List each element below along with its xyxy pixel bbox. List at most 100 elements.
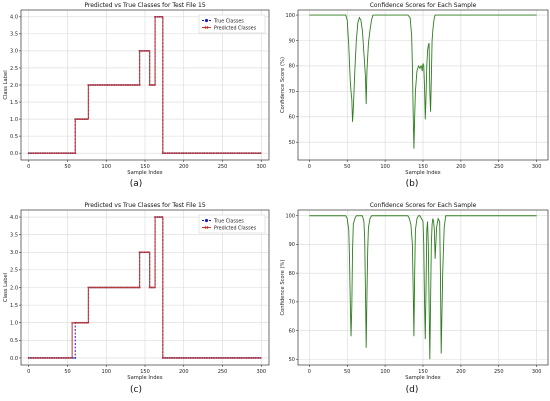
predicted-class-point (89, 84, 92, 86)
predicted-class-point (85, 118, 88, 121)
x-tick-label: 250 (494, 369, 504, 375)
predicted-class-point (201, 152, 204, 155)
predicted-class-point (82, 321, 85, 324)
y-tick-label: 3.5 (10, 32, 18, 38)
y-tick-label: 100 (285, 214, 295, 220)
predicted-class-point (37, 356, 40, 359)
x-tick-label: 300 (532, 369, 542, 375)
predicted-class-point (119, 84, 122, 86)
y-tick-label: 0.5 (10, 338, 18, 344)
predicted-class-point (115, 286, 118, 289)
y-tick-label: 4.0 (10, 215, 18, 221)
legend-label: Predicted Classes (214, 25, 257, 31)
x-tick-label: 50 (64, 369, 70, 375)
predicted-class-point (178, 152, 181, 155)
panel-label: (c) (130, 385, 142, 395)
x-tick-label: 0 (27, 369, 30, 375)
predicted-class-point (148, 84, 151, 86)
chart-panel-1: 0 50 100 150 200 250 300 0.0 0.5 1.0 1.5 2.0 2.5 3.0 3… (3, 2, 270, 176)
predicted-class-point (217, 152, 220, 155)
x-tick-label: 200 (179, 164, 189, 170)
predicted-class-point (126, 84, 129, 86)
series-line-confidence (309, 215, 537, 360)
legend-marker (204, 218, 209, 223)
predicted-class-point (145, 251, 148, 254)
predicted-class-point (161, 216, 164, 219)
predicted-class-point (187, 356, 190, 359)
chart-panel-2: 0 50 100 150 200 250 300 50 60 70 80 90 100 Confidenc… (280, 2, 549, 176)
predicted-class-point (30, 152, 33, 155)
predicted-class-point (229, 356, 232, 359)
predicted-class-point (75, 321, 78, 324)
predicted-class-point (238, 356, 241, 359)
legend-marker (204, 18, 209, 23)
predicted-class-point (51, 152, 53, 155)
predicted-class-point (55, 152, 58, 155)
x-tick-label: 150 (140, 164, 150, 170)
predicted-class-point (136, 286, 139, 289)
predicted-class-point (94, 84, 97, 86)
predicted-class-point (92, 286, 95, 289)
predicted-class-point (110, 84, 113, 86)
predicted-class-point (171, 152, 174, 155)
predicted-class-point (257, 152, 260, 155)
y-tick-label: 70 (289, 300, 295, 306)
y-axis-label: Confidence Score (%) (280, 57, 286, 113)
x-tick-label: 0 (308, 164, 311, 170)
predicted-class-point (219, 356, 222, 359)
predicted-class-point (217, 356, 220, 359)
predicted-class-point (233, 356, 236, 359)
predicted-class-point (154, 216, 157, 219)
predicted-class-point (199, 356, 202, 359)
predicted-class-point (212, 356, 215, 359)
predicted-class-point (173, 356, 176, 359)
predicted-class-point (133, 84, 136, 86)
y-tick-label: 1.0 (10, 117, 18, 123)
predicted-class-point (60, 356, 63, 359)
x-tick-label: 100 (101, 164, 111, 170)
predicted-class-point (96, 286, 99, 289)
chart-panel-3: 0 50 100 150 200 250 300 0.0 0.5 1.0 1.5 2.0 2.5 3.0 3… (3, 202, 270, 381)
predicted-class-point (153, 286, 156, 289)
predicted-class-point (229, 152, 232, 155)
predicted-class-point (32, 356, 35, 359)
predicted-class-point (34, 152, 37, 155)
predicted-class-point (192, 356, 195, 359)
predicted-class-point (46, 356, 49, 359)
y-tick-label: 80 (289, 271, 295, 277)
predicted-class-point (44, 152, 47, 155)
predicted-class-point (103, 286, 106, 289)
predicted-class-point (154, 15, 157, 18)
predicted-class-point (196, 152, 199, 155)
predicted-class-point (89, 286, 92, 289)
y-axis-label: Class Label (3, 70, 9, 99)
predicted-class-point (231, 152, 234, 155)
predicted-class-point (124, 286, 127, 289)
predicted-class-point (122, 286, 125, 289)
x-tick-label: 0 (308, 369, 311, 375)
predicted-class-point (196, 356, 199, 359)
predicted-class-point (94, 286, 97, 289)
predicted-class-point (245, 356, 248, 359)
x-axis-label: Sample Index (405, 375, 440, 381)
predicted-class-point (194, 152, 197, 155)
predicted-class-point (99, 286, 102, 289)
x-tick-label: 100 (380, 369, 390, 375)
predicted-class-point (175, 152, 178, 155)
predicted-class-point (182, 356, 185, 359)
y-tick-label: 60 (289, 328, 295, 334)
predicted-class-point (27, 356, 30, 359)
predicted-class-point (117, 286, 120, 289)
predicted-class-point (147, 49, 150, 52)
y-tick-label: 2.0 (10, 83, 18, 89)
x-axis-label: Sample Index (127, 375, 162, 381)
legend-box (198, 214, 266, 234)
predicted-class-point (224, 152, 227, 155)
predicted-class-point (175, 356, 178, 359)
predicted-class-point (164, 356, 167, 359)
predicted-class-point (222, 356, 225, 359)
y-tick-label: 60 (289, 115, 295, 121)
predicted-class-point (53, 152, 56, 155)
predicted-class-point (158, 216, 161, 219)
